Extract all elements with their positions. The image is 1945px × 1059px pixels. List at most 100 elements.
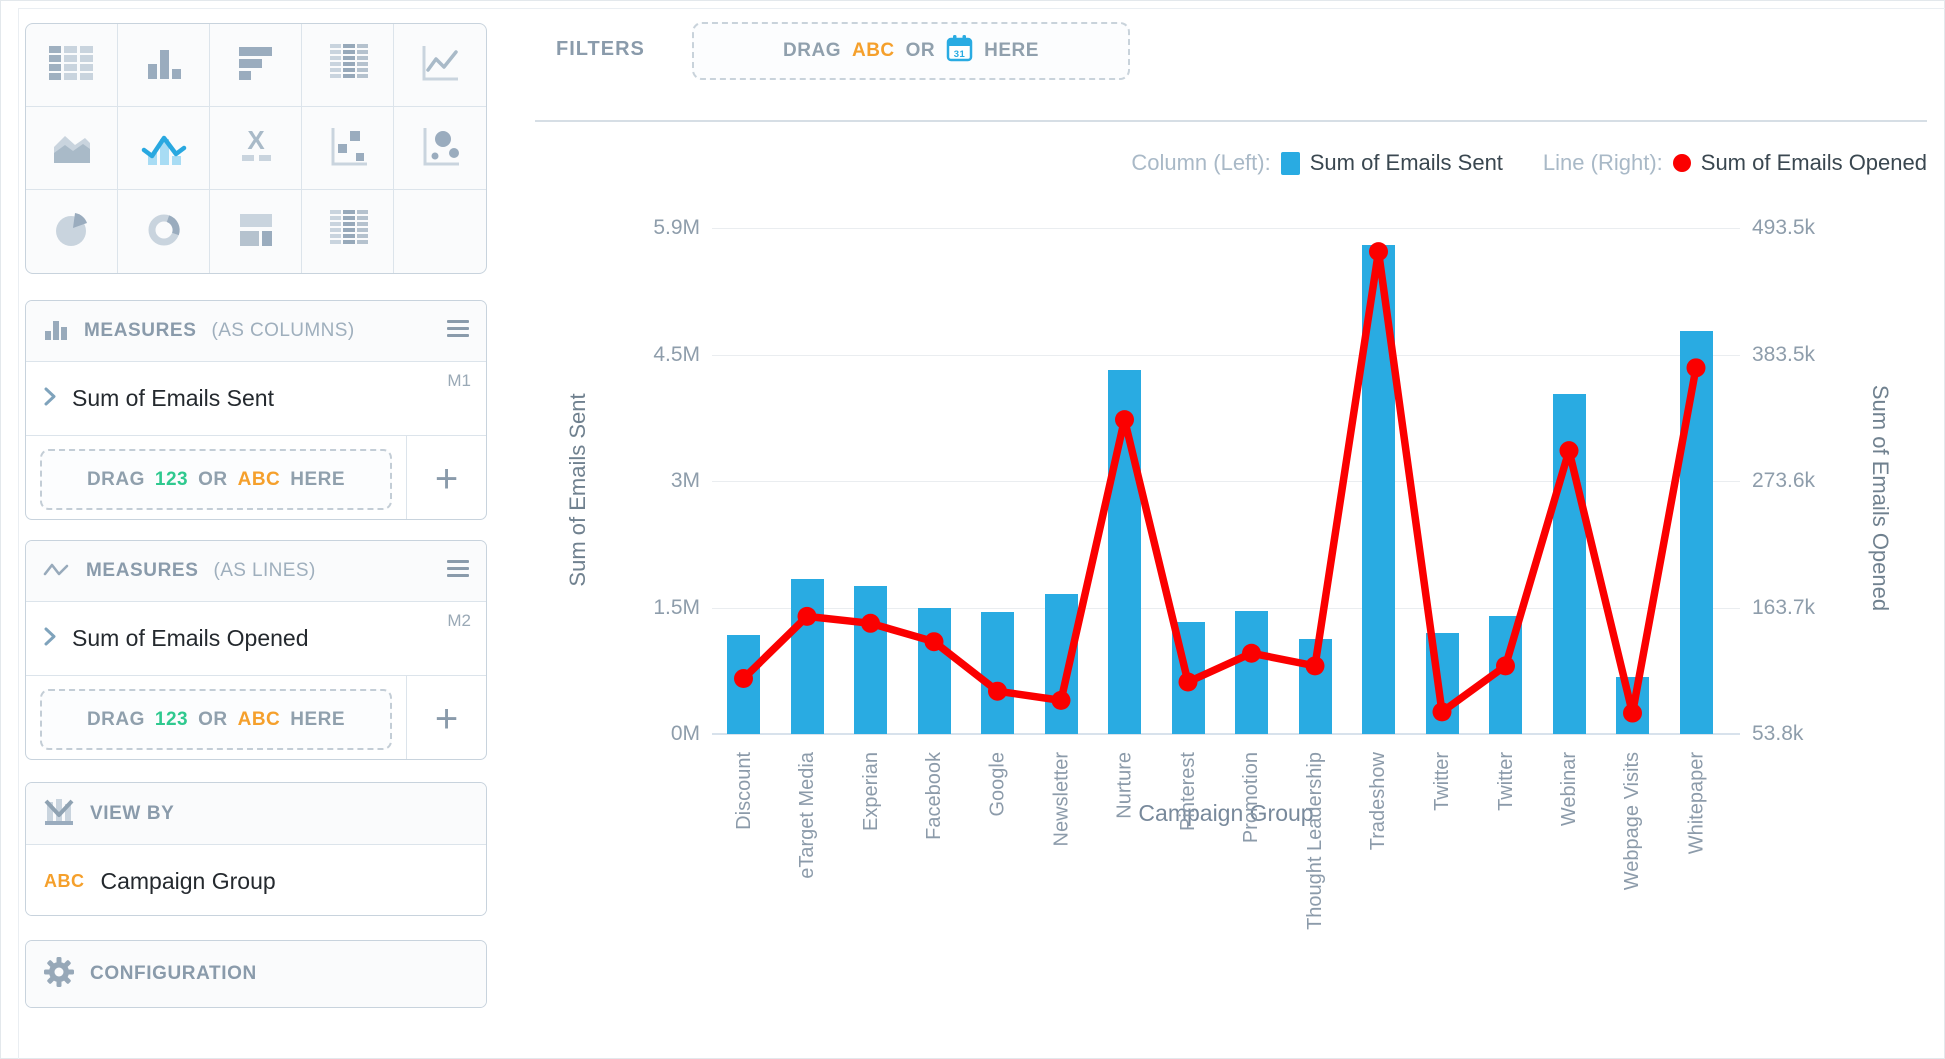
chevron-right-icon[interactable] xyxy=(44,387,56,411)
line-point[interactable]: Thought Leadership xyxy=(1305,656,1325,676)
x-axis-category-label: Webinar xyxy=(1558,752,1580,827)
drop-zone-text: OR xyxy=(198,708,228,730)
legend-series-name: Sum of Emails Opened xyxy=(1700,150,1927,175)
tile-pie-chart[interactable] xyxy=(26,190,118,273)
x-axis-category-label: Promotion xyxy=(1240,752,1263,844)
configuration-header[interactable]: CONFIGURATION xyxy=(26,941,486,1007)
tile-bubble-chart[interactable] xyxy=(394,107,486,190)
configuration-panel[interactable]: CONFIGURATION xyxy=(25,940,487,1008)
filters-drop-zone[interactable]: DRAG ABC OR 31 HERE xyxy=(692,22,1130,80)
line-point[interactable]: Webpage Visits xyxy=(1623,703,1642,723)
drop-zone-text: OR xyxy=(198,468,228,490)
text-field-token: ABC xyxy=(44,870,85,891)
line-point[interactable]: Experian xyxy=(861,613,880,633)
line-point[interactable]: Discount xyxy=(734,669,753,689)
tile-combo-chart[interactable] xyxy=(118,107,210,190)
right-axis-tick-label: 383.5k xyxy=(1752,342,1816,366)
svg-text:31: 31 xyxy=(954,49,966,60)
svg-text:X: X xyxy=(247,125,265,155)
line-series: Discount eTarget Media Experian Facebook Goo… xyxy=(734,242,1706,723)
tile-table[interactable] xyxy=(26,24,118,107)
line-point[interactable]: Nurture xyxy=(1115,410,1134,430)
measures-columns-header: MEASURES (AS COLUMNS) xyxy=(26,301,486,361)
scatter-plot-icon xyxy=(325,124,371,173)
drop-zone-text: HERE xyxy=(984,40,1039,61)
tile-line-chart[interactable] xyxy=(394,24,486,107)
tile-area-chart[interactable] xyxy=(26,107,118,190)
bubble-chart-icon xyxy=(417,124,463,173)
pivot-table-icon xyxy=(326,208,370,255)
line-point[interactable]: Pinterest xyxy=(1178,672,1198,692)
gridline xyxy=(712,481,1740,482)
tile-x-label-chart[interactable]: X xyxy=(210,107,302,190)
bar[interactable] xyxy=(790,578,824,734)
view-by-panel: VIEW BY ABC Campaign Group xyxy=(25,782,487,916)
bar[interactable] xyxy=(1235,610,1268,734)
measures-lines-drop-zone[interactable]: DRAG 123 OR ABC HERE xyxy=(40,689,392,750)
tile-scatter-plot[interactable] xyxy=(302,107,394,190)
line-measure-icon xyxy=(43,558,71,585)
left-axis-tick-label: 3M xyxy=(670,469,700,492)
gridline xyxy=(712,354,1740,356)
add-measure-button[interactable]: + xyxy=(406,436,486,519)
panel-title: VIEW BY xyxy=(90,802,175,824)
tile-summary-layout[interactable] xyxy=(210,190,302,273)
measure-row-emails-opened[interactable]: Sum of Emails Opened M2 xyxy=(26,601,486,675)
bar[interactable] xyxy=(917,607,951,734)
panel-subtitle: (AS COLUMNS) xyxy=(211,320,355,341)
legend-series-name: Sum of Emails Sent xyxy=(1309,150,1503,175)
line-point[interactable]: Newsletter xyxy=(1051,690,1071,710)
drop-zone-text: OR xyxy=(905,40,936,61)
line-point[interactable]: eTarget Media xyxy=(797,606,817,626)
line-path[interactable] xyxy=(739,247,1700,717)
measure-label: Sum of Emails Opened xyxy=(72,625,309,651)
right-axis-tick-label: 493.5k xyxy=(1752,216,1816,239)
pie-chart-icon xyxy=(49,206,95,257)
line-point[interactable]: Webinar xyxy=(1559,441,1579,461)
line-point[interactable]: Twitter xyxy=(1432,702,1452,722)
menu-icon[interactable] xyxy=(447,320,469,342)
x-axis-category-label: Thought Leadership xyxy=(1304,752,1326,930)
tile-donut-chart[interactable] xyxy=(118,190,210,273)
tile-pivot-table-alt[interactable] xyxy=(302,190,394,273)
chevron-right-icon[interactable] xyxy=(44,627,56,651)
bar[interactable] xyxy=(1679,330,1713,734)
gear-icon xyxy=(43,956,75,993)
line-point[interactable]: Facebook xyxy=(924,632,944,652)
left-axis-tick-label: 4.5M xyxy=(653,342,700,366)
bar[interactable] xyxy=(981,612,1014,734)
table-icon xyxy=(48,44,95,87)
bar[interactable] xyxy=(854,586,887,734)
line-point[interactable]: Google xyxy=(988,681,1007,701)
measures-columns-drop-zone[interactable]: DRAG 123 OR ABC HERE xyxy=(40,449,392,510)
x-axis-category-label: Twitter xyxy=(1431,752,1453,811)
summary-layout-icon xyxy=(233,206,279,257)
filters-label: FILTERS xyxy=(556,38,645,60)
panel-title: MEASURES xyxy=(86,560,199,581)
tile-bar-chart[interactable] xyxy=(210,24,302,107)
x-axis-category-label: Facebook xyxy=(923,752,945,840)
line-point[interactable]: Whitepaper xyxy=(1686,358,1706,378)
legend-axis-label: Column (Left): xyxy=(1131,150,1271,175)
right-axis-tick-label: 53.8k xyxy=(1752,722,1804,745)
add-measure-button[interactable]: + xyxy=(406,676,486,759)
x-axis-category-label: Discount xyxy=(732,752,755,830)
x-axis-category-label: Webpage Visits xyxy=(1621,752,1644,891)
legend-item-columns[interactable]: Column (Left): Sum of Emails Sent xyxy=(1131,150,1503,176)
columns-measure-icon xyxy=(43,316,69,347)
tile-column-chart[interactable] xyxy=(118,24,210,107)
line-point[interactable]: Promotion xyxy=(1242,643,1261,663)
chart-type-picker: X xyxy=(25,23,487,274)
tile-pivot-table[interactable] xyxy=(302,24,394,107)
measure-label: Sum of Emails Sent xyxy=(72,385,274,411)
measures-columns-panel: MEASURES (AS COLUMNS) Sum of Emails Sent… xyxy=(25,300,487,520)
view-by-row-campaign-group[interactable]: ABC Campaign Group xyxy=(26,844,486,915)
left-axis-tick-label: 0M xyxy=(670,722,700,745)
line-point[interactable]: Twitter xyxy=(1496,656,1515,676)
legend-item-line[interactable]: Line (Right): Sum of Emails Opened xyxy=(1543,150,1927,176)
line-point[interactable]: Tradeshow xyxy=(1369,242,1388,262)
gridline xyxy=(712,228,1740,229)
menu-icon[interactable] xyxy=(447,560,469,582)
measure-row-emails-sent[interactable]: Sum of Emails Sent M1 xyxy=(26,361,486,435)
